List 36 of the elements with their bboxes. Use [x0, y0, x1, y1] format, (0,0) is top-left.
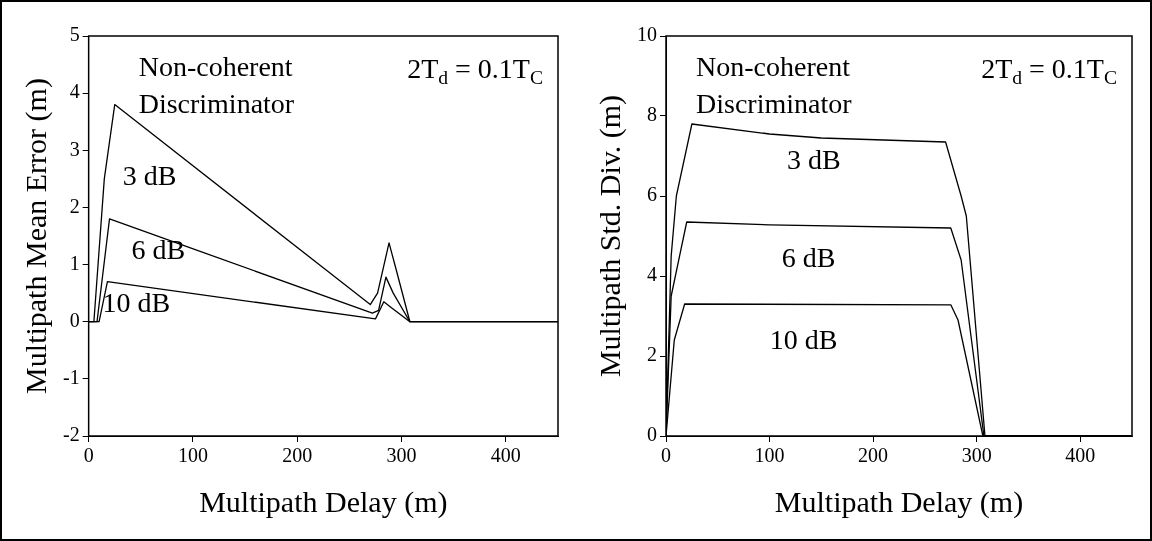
y-tick-label: 5 — [69, 23, 80, 46]
x-axis-title: Multipath Delay (m) — [774, 484, 1024, 519]
series-label: 6 dB — [781, 242, 836, 273]
y-tick-label: -2 — [62, 423, 80, 446]
series-label: 10 dB — [102, 286, 171, 318]
x-tick-label: 200 — [858, 444, 889, 467]
x-tick-label: 300 — [961, 444, 992, 467]
y-axis-title: Multipath Std. Div. (m) — [592, 94, 627, 378]
y-tick-label: 2 — [69, 194, 80, 217]
y-tick-label: 4 — [69, 80, 80, 103]
x-tick-label: 100 — [177, 444, 208, 467]
y-tick-label: 10 — [637, 23, 657, 46]
y-tick-label: 8 — [647, 103, 657, 126]
x-tick-label: 100 — [754, 444, 785, 467]
annotation: Non-coherent Discriminator — [696, 51, 853, 119]
y-tick-label: 4 — [647, 263, 657, 286]
y-tick-label: -1 — [62, 366, 80, 389]
y-tick-label: 2 — [647, 343, 657, 366]
x-tick-label: 400 — [1065, 444, 1096, 467]
x-tick-label: 0 — [661, 444, 671, 467]
y-axis-title: Multipath Mean Error (m) — [18, 78, 53, 394]
series-label: 3 dB — [786, 144, 841, 175]
y-tick-label: 6 — [647, 183, 657, 206]
series-label: 3 dB — [122, 159, 177, 191]
y-tick-label: 0 — [647, 423, 657, 446]
y-tick-label: 0 — [69, 308, 80, 331]
x-tick-label: 300 — [386, 444, 417, 467]
y-tick-label: 3 — [69, 137, 80, 160]
x-axis-title: Multipath Delay (m) — [199, 484, 448, 519]
y-tick-label: 1 — [69, 251, 80, 274]
x-tick-label: 200 — [282, 444, 313, 467]
annotation: Non-coherent Discriminator — [138, 51, 295, 119]
x-tick-label: 0 — [83, 444, 94, 467]
series-label: 6 dB — [131, 233, 186, 265]
x-tick-label: 400 — [490, 444, 521, 467]
series-label: 10 dB — [769, 324, 838, 355]
